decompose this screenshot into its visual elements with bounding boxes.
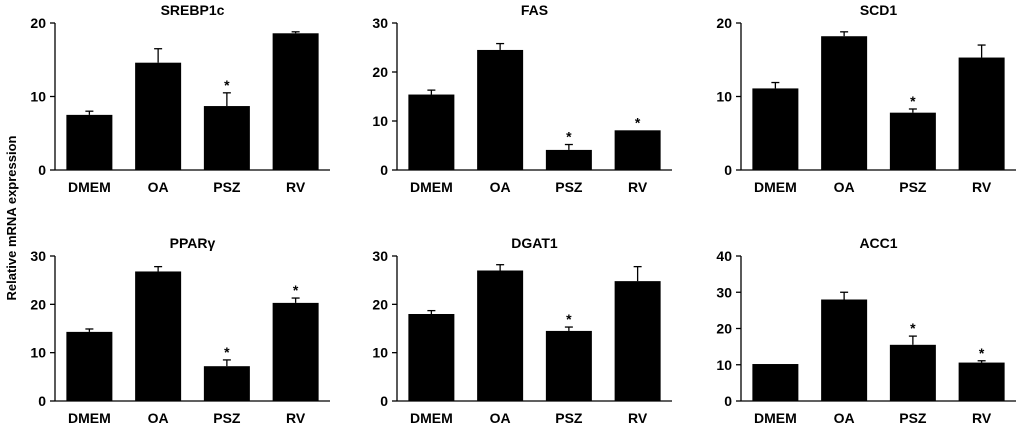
x-tick-label-rv: RV xyxy=(628,410,648,426)
bar-rv xyxy=(958,362,1005,401)
y-tick-label: 10 xyxy=(372,113,388,129)
x-tick-label-dmem: DMEM xyxy=(754,410,797,426)
x-tick-label-psz: PSZ xyxy=(213,179,241,195)
y-tick-label: 0 xyxy=(380,162,388,178)
bar-rv xyxy=(614,281,661,401)
significance-marker-rv: * xyxy=(979,345,985,361)
x-tick-label-oa: OA xyxy=(834,410,855,426)
y-tick-label: 20 xyxy=(372,296,388,312)
y-tick-label: 10 xyxy=(30,345,46,361)
panels: SREBP1c 0 10 20 DMEM OA * PSZ RV FAS 0 10 20 30 DMEM OA… xyxy=(30,2,1016,426)
bar-psz xyxy=(203,106,250,170)
x-tick-label-dmem: DMEM xyxy=(68,410,111,426)
y-tick-label: 10 xyxy=(716,89,732,105)
significance-marker-psz: * xyxy=(224,77,230,93)
panel-dgat1: DGAT1 0 10 20 30 DMEM OA * PSZ RV xyxy=(372,235,672,426)
significance-marker-psz: * xyxy=(910,320,916,336)
y-tick-label: 40 xyxy=(716,248,732,264)
x-tick-label-dmem: DMEM xyxy=(68,179,111,195)
bar-rv xyxy=(272,302,319,401)
panel-fas: FAS 0 10 20 30 DMEM OA * PSZ * RV xyxy=(372,2,672,195)
significance-marker-psz: * xyxy=(566,129,572,145)
y-tick-label: 20 xyxy=(30,15,46,31)
y-tick-label: 20 xyxy=(716,321,732,337)
panel-ppar: PPARγ 0 10 20 30 DMEM OA * PSZ * RV xyxy=(30,235,330,426)
bar-rv xyxy=(958,57,1005,170)
bar-dmem xyxy=(752,364,799,401)
x-tick-label-psz: PSZ xyxy=(899,410,927,426)
bar-dmem xyxy=(66,331,113,401)
bar-oa xyxy=(135,62,182,170)
bar-psz xyxy=(545,330,592,401)
x-tick-label-psz: PSZ xyxy=(555,410,583,426)
panel-title: SCD1 xyxy=(860,2,898,18)
significance-marker-rv: * xyxy=(635,114,641,130)
panel-title: SREBP1c xyxy=(161,2,225,18)
bar-oa xyxy=(477,49,524,171)
bar-dmem xyxy=(66,114,113,170)
bar-rv xyxy=(272,33,319,170)
x-tick-label-psz: PSZ xyxy=(899,179,927,195)
y-tick-label: 0 xyxy=(38,162,46,178)
panel-title: DGAT1 xyxy=(511,235,558,251)
panel-title: FAS xyxy=(521,2,548,18)
y-tick-label: 30 xyxy=(30,248,46,264)
panel-scd1: SCD1 0 10 20 DMEM OA * PSZ RV xyxy=(716,2,1016,195)
y-tick-label: 30 xyxy=(716,284,732,300)
x-tick-label-oa: OA xyxy=(834,179,855,195)
y-tick-label: 10 xyxy=(30,89,46,105)
bar-dmem xyxy=(408,94,455,170)
panel-title: ACC1 xyxy=(859,235,897,251)
bar-oa xyxy=(477,270,524,401)
x-tick-label-psz: PSZ xyxy=(213,410,241,426)
panel-title: PPARγ xyxy=(170,235,216,251)
bar-oa xyxy=(821,299,868,401)
x-tick-label-oa: OA xyxy=(490,410,511,426)
y-tick-label: 0 xyxy=(38,393,46,409)
y-axis-label: Relative mRNA expression xyxy=(4,135,19,300)
bar-psz xyxy=(889,344,936,401)
significance-marker-rv: * xyxy=(293,282,299,298)
panel-srebp1c: SREBP1c 0 10 20 DMEM OA * PSZ RV xyxy=(30,2,330,195)
x-tick-label-oa: OA xyxy=(148,410,169,426)
x-tick-label-rv: RV xyxy=(286,179,306,195)
y-tick-label: 20 xyxy=(30,296,46,312)
y-tick-label: 20 xyxy=(372,64,388,80)
x-tick-label-rv: RV xyxy=(972,179,992,195)
y-tick-label: 0 xyxy=(380,393,388,409)
significance-marker-psz: * xyxy=(566,311,572,327)
panel-acc1: ACC1 0 10 20 30 40 DMEM OA * PSZ * RV xyxy=(716,235,1016,426)
x-tick-label-oa: OA xyxy=(148,179,169,195)
x-tick-label-psz: PSZ xyxy=(555,179,583,195)
x-tick-label-dmem: DMEM xyxy=(410,410,453,426)
y-tick-label: 0 xyxy=(724,393,732,409)
bar-oa xyxy=(135,271,182,401)
x-tick-label-dmem: DMEM xyxy=(754,179,797,195)
bar-psz xyxy=(545,149,592,170)
bar-psz xyxy=(203,366,250,401)
x-tick-label-rv: RV xyxy=(972,410,992,426)
bar-dmem xyxy=(408,314,455,401)
significance-marker-psz: * xyxy=(910,93,916,109)
y-tick-label: 20 xyxy=(716,15,732,31)
x-tick-label-rv: RV xyxy=(286,410,306,426)
x-tick-label-rv: RV xyxy=(628,179,648,195)
y-tick-label: 30 xyxy=(372,248,388,264)
x-tick-label-dmem: DMEM xyxy=(410,179,453,195)
bar-dmem xyxy=(752,88,799,170)
bar-oa xyxy=(821,36,868,171)
significance-marker-psz: * xyxy=(224,344,230,360)
y-tick-label: 10 xyxy=(716,357,732,373)
bar-psz xyxy=(889,112,936,170)
bar-rv xyxy=(614,130,661,170)
y-tick-label: 30 xyxy=(372,15,388,31)
y-tick-label: 0 xyxy=(724,162,732,178)
y-tick-label: 10 xyxy=(372,345,388,361)
x-tick-label-oa: OA xyxy=(490,179,511,195)
